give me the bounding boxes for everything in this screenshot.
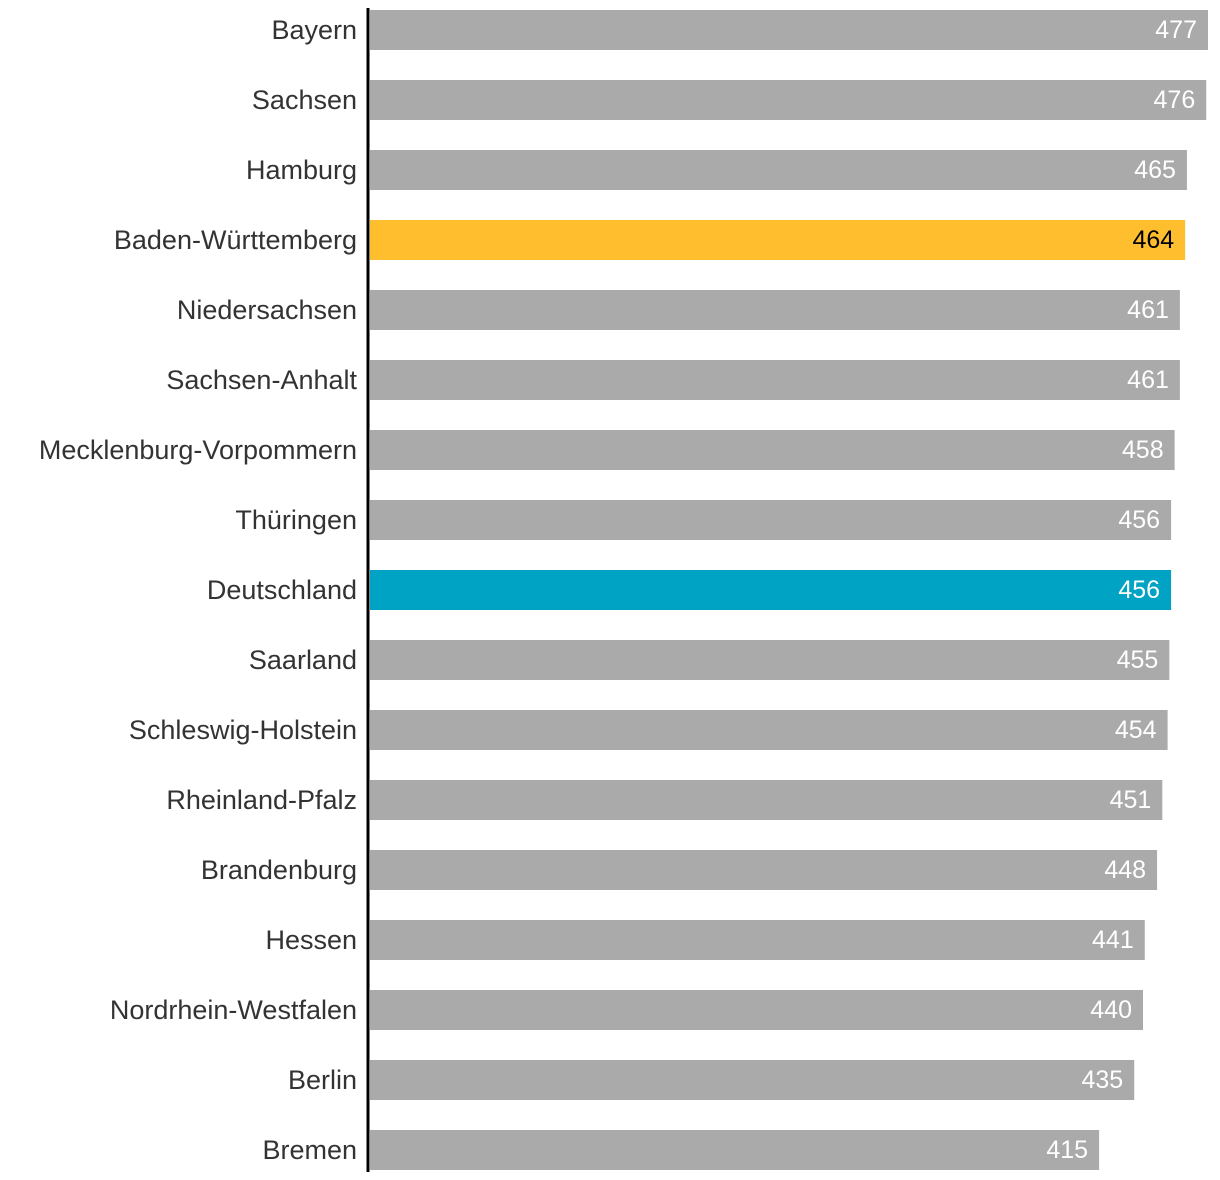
category-label-hessen: Hessen [265, 925, 357, 955]
value-label-saarland: 455 [1117, 646, 1159, 674]
category-label-brandenburg: Brandenburg [201, 855, 357, 885]
bar-deutschland [370, 570, 1172, 610]
bar-baden-wuerttemberg [370, 220, 1186, 260]
category-label-sachsen-anhalt: Sachsen-Anhalt [166, 365, 357, 395]
bar-mecklenburg-vorpommern [370, 430, 1175, 470]
bar-saarland [370, 640, 1170, 680]
bar-bremen [370, 1130, 1100, 1170]
category-label-sachsen: Sachsen [252, 85, 357, 115]
value-label-bayern: 477 [1155, 16, 1197, 44]
value-label-mecklenburg-vorpommern: 458 [1122, 436, 1164, 464]
bar-schleswig-holstein [370, 710, 1168, 750]
bar-rheinland-pfalz [370, 780, 1163, 820]
bar-hessen [370, 920, 1145, 960]
category-label-deutschland: Deutschland [207, 575, 357, 605]
bars [370, 10, 1208, 1170]
bar-sachsen [370, 80, 1207, 120]
value-label-deutschland: 456 [1118, 576, 1160, 604]
value-label-baden-wuerttemberg: 464 [1132, 226, 1174, 254]
category-label-bayern: Bayern [271, 15, 357, 45]
category-label-berlin: Berlin [288, 1065, 357, 1095]
bar-niedersachsen [370, 290, 1180, 330]
category-label-schleswig-holstein: Schleswig-Holstein [129, 715, 357, 745]
category-label-niedersachsen: Niedersachsen [177, 295, 357, 325]
category-label-baden-wuerttemberg: Baden-Württemberg [114, 225, 357, 255]
bar-berlin [370, 1060, 1135, 1100]
category-labels: Bayern Sachsen Hamburg Baden-Württemberg Nie… [39, 15, 358, 1165]
category-label-saarland: Saarland [249, 645, 357, 675]
value-label-nordrhein-westfalen: 440 [1090, 996, 1132, 1024]
value-label-brandenburg: 448 [1104, 856, 1146, 884]
value-label-sachsen: 476 [1154, 86, 1196, 114]
value-label-berlin: 435 [1081, 1066, 1123, 1094]
value-label-hamburg: 465 [1134, 156, 1176, 184]
bar-hamburg [370, 150, 1187, 190]
value-label-hessen: 441 [1092, 926, 1134, 954]
category-label-thueringen: Thüringen [235, 505, 357, 535]
bar-nordrhein-westfalen [370, 990, 1143, 1030]
value-labels: 477 476 465 464 461 461 458 456 456 455 454 451 448 4… [1046, 16, 1197, 1164]
value-label-schleswig-holstein: 454 [1115, 716, 1157, 744]
value-label-sachsen-anhalt: 461 [1127, 366, 1169, 394]
bar-bayern [370, 10, 1208, 50]
value-label-rheinland-pfalz: 451 [1110, 786, 1152, 814]
bar-sachsen-anhalt [370, 360, 1180, 400]
category-label-nordrhein-westfalen: Nordrhein-Westfalen [110, 995, 357, 1025]
value-label-thueringen: 456 [1118, 506, 1160, 534]
category-label-hamburg: Hamburg [246, 155, 357, 185]
bar-brandenburg [370, 850, 1158, 890]
value-label-bremen: 415 [1046, 1136, 1088, 1164]
value-label-niedersachsen: 461 [1127, 296, 1169, 324]
category-label-mecklenburg-vorpommern: Mecklenburg-Vorpommern [39, 435, 357, 465]
bar-thueringen [370, 500, 1172, 540]
category-label-bremen: Bremen [262, 1135, 357, 1165]
category-label-rheinland-pfalz: Rheinland-Pfalz [166, 785, 357, 815]
